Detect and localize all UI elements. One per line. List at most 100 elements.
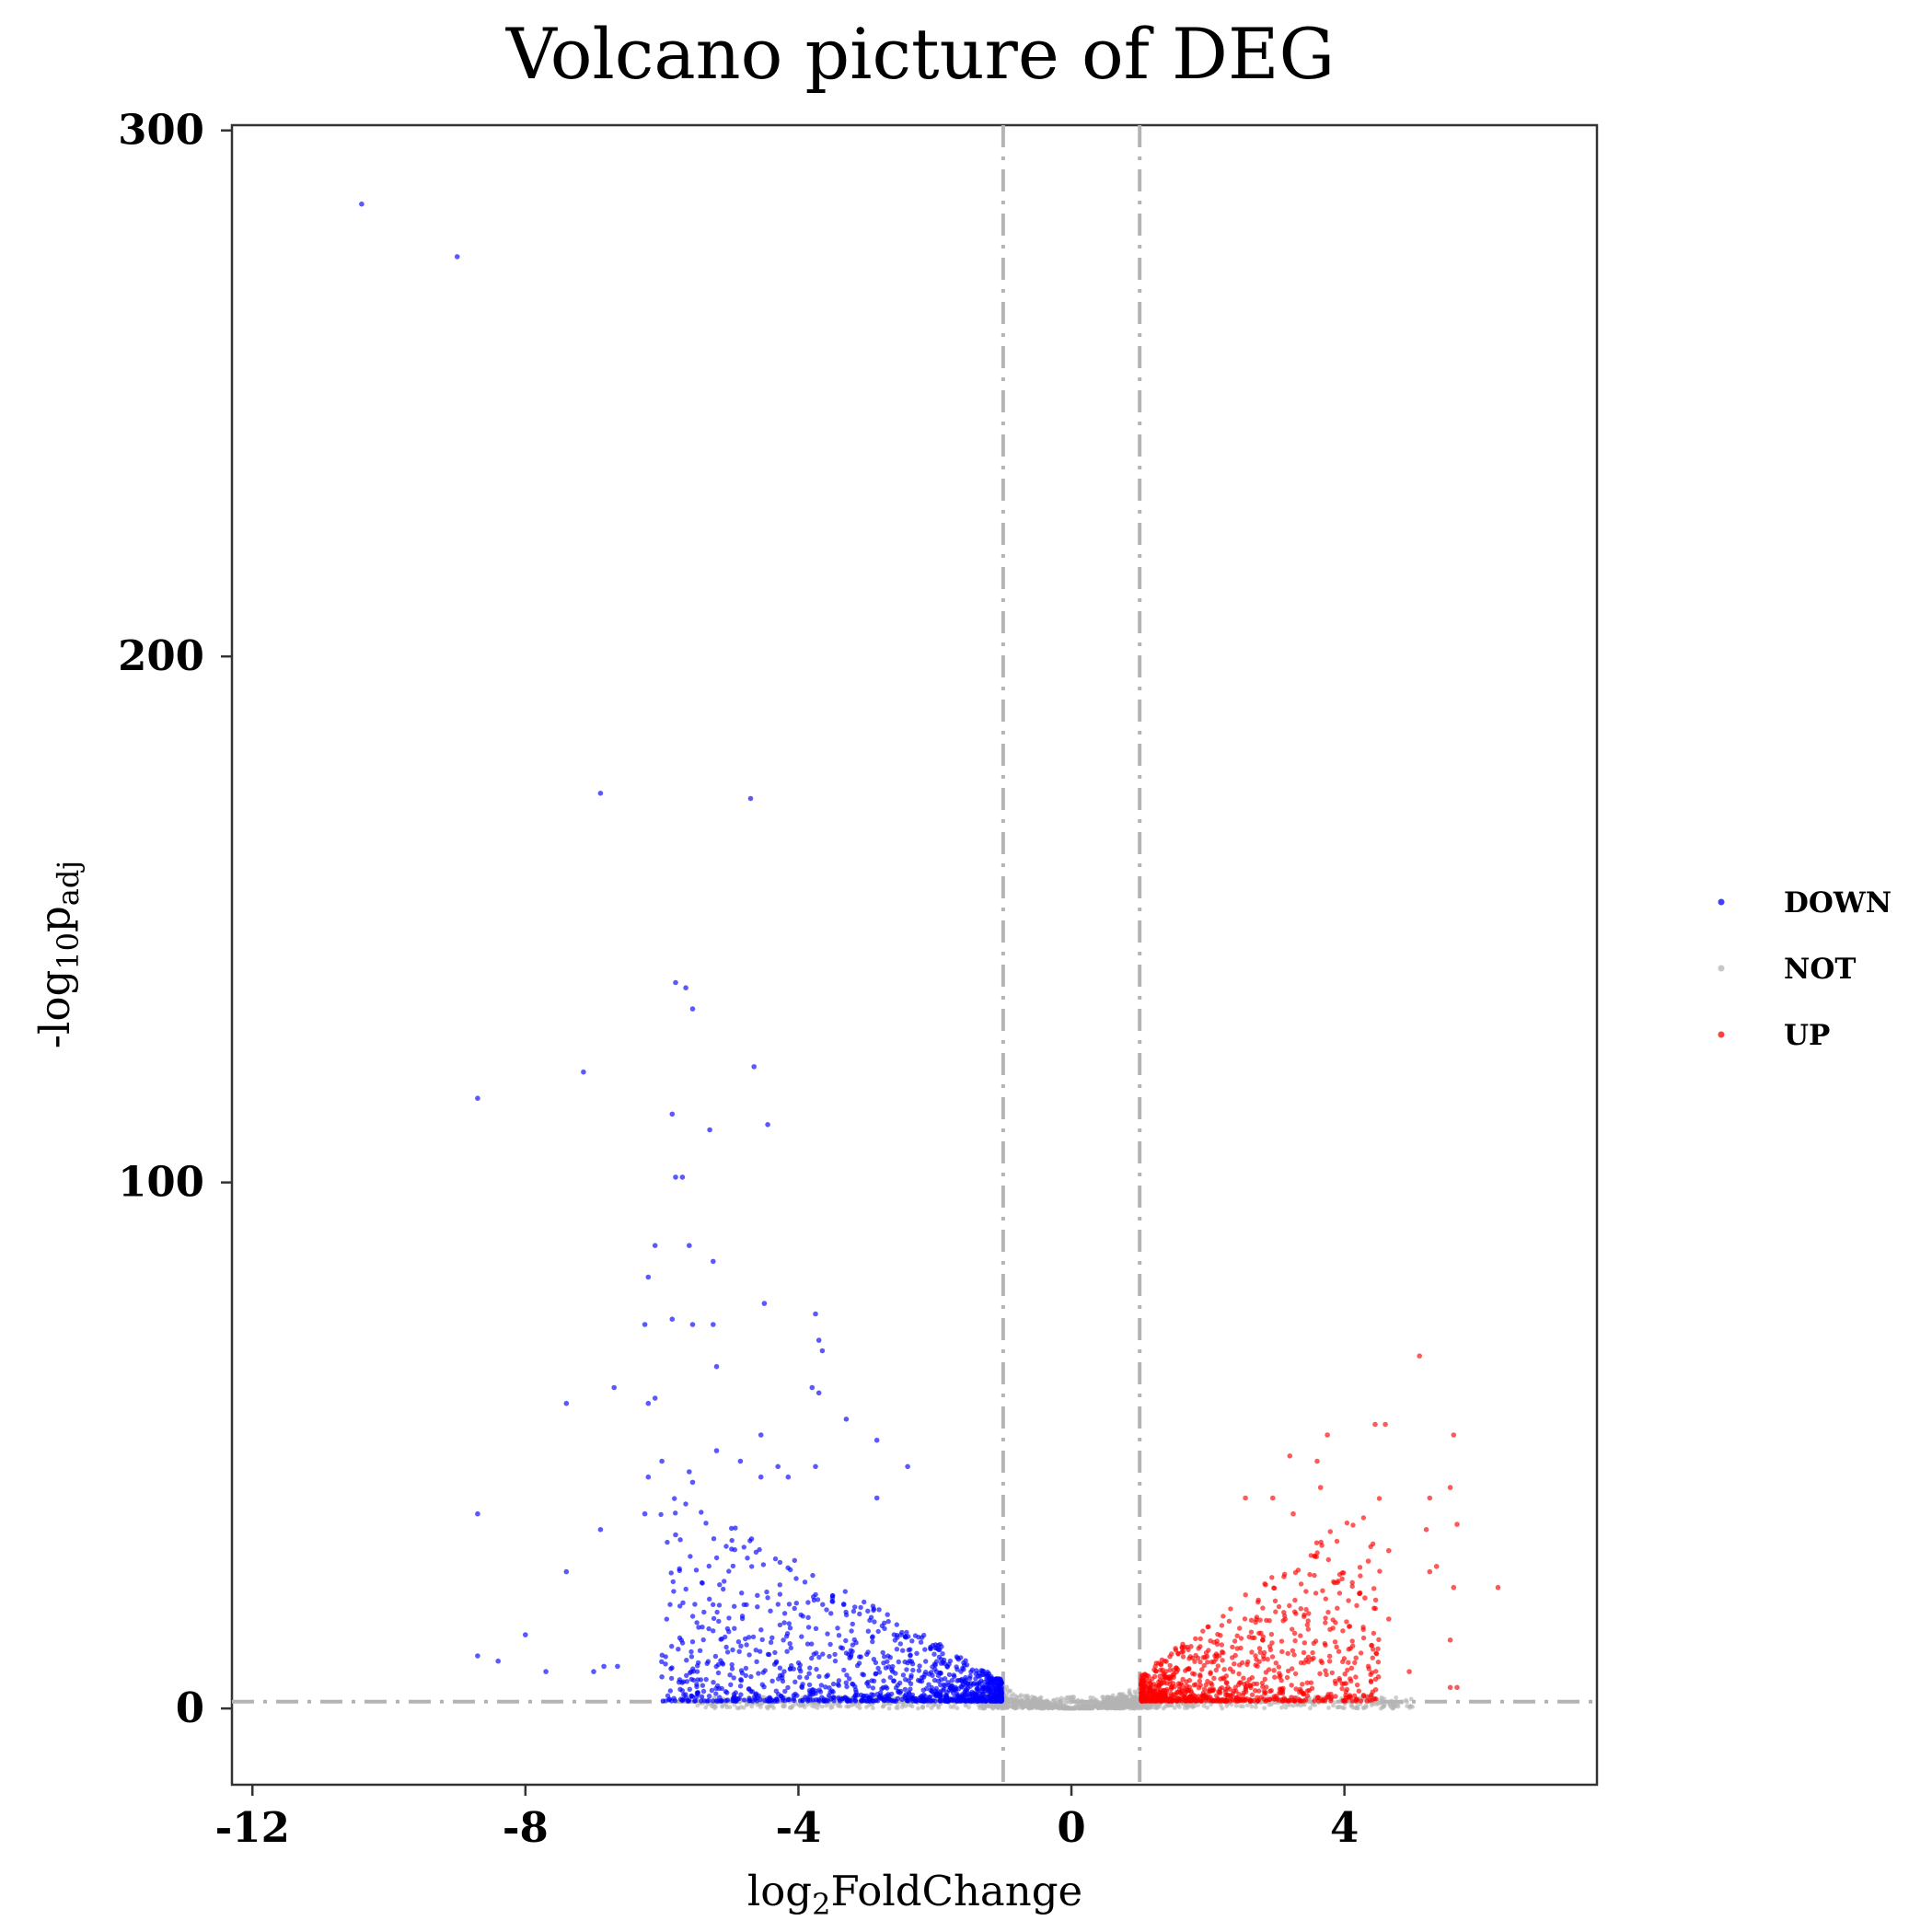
down-point bbox=[843, 1417, 850, 1422]
up-point bbox=[1333, 1681, 1338, 1686]
up-point bbox=[1184, 1679, 1189, 1684]
up-point bbox=[1227, 1698, 1233, 1704]
not-point bbox=[925, 1703, 931, 1708]
down-point bbox=[741, 1697, 747, 1703]
up-point bbox=[1350, 1522, 1356, 1528]
down-point bbox=[711, 1680, 716, 1685]
up-point bbox=[1447, 1637, 1453, 1643]
up-point bbox=[1203, 1682, 1209, 1688]
down-point bbox=[768, 1608, 773, 1614]
down-point bbox=[949, 1678, 955, 1683]
down-point bbox=[703, 1676, 709, 1683]
down-point bbox=[668, 1666, 674, 1672]
not-point bbox=[1100, 1695, 1105, 1700]
up-point bbox=[1282, 1613, 1288, 1619]
up-point bbox=[1256, 1646, 1263, 1651]
down-point bbox=[961, 1667, 966, 1672]
down-point bbox=[769, 1678, 775, 1684]
down-point bbox=[743, 1665, 749, 1672]
up-point bbox=[1200, 1628, 1206, 1634]
down-point bbox=[941, 1682, 947, 1688]
down-point bbox=[741, 1602, 746, 1608]
down-point bbox=[688, 1554, 693, 1559]
down-point bbox=[765, 1595, 770, 1601]
up-point bbox=[1353, 1655, 1359, 1660]
down-point bbox=[810, 1572, 816, 1579]
up-point bbox=[1382, 1421, 1388, 1428]
down-point bbox=[701, 1609, 707, 1615]
up-point bbox=[1207, 1686, 1213, 1693]
down-point bbox=[908, 1696, 915, 1702]
not-point bbox=[908, 1703, 914, 1708]
threshold-lines bbox=[232, 125, 1597, 1785]
down-point bbox=[735, 1639, 742, 1645]
down-point bbox=[859, 1698, 864, 1704]
up-point bbox=[1358, 1698, 1364, 1704]
down-point bbox=[799, 1683, 804, 1690]
down-point bbox=[891, 1678, 897, 1684]
up-point bbox=[1298, 1606, 1304, 1612]
not-point bbox=[1283, 1705, 1289, 1710]
down-point bbox=[813, 1311, 818, 1317]
down-point bbox=[945, 1698, 951, 1704]
down-point bbox=[835, 1625, 840, 1631]
up-point bbox=[1232, 1661, 1237, 1667]
up-point bbox=[1273, 1660, 1279, 1666]
up-point bbox=[1307, 1571, 1313, 1578]
up-point bbox=[1365, 1558, 1371, 1564]
down-point bbox=[951, 1697, 956, 1703]
up-point bbox=[1296, 1696, 1302, 1703]
not-point bbox=[931, 1703, 936, 1708]
down-point bbox=[852, 1604, 858, 1610]
up-point bbox=[1162, 1696, 1168, 1702]
not-point bbox=[1408, 1696, 1414, 1702]
down-point bbox=[938, 1670, 943, 1676]
not-point bbox=[1129, 1702, 1135, 1707]
up-point bbox=[1259, 1680, 1266, 1686]
down-point bbox=[944, 1663, 950, 1670]
up-point bbox=[1358, 1650, 1364, 1656]
not-point bbox=[1196, 1703, 1201, 1707]
up-point bbox=[1213, 1698, 1219, 1704]
down-point bbox=[903, 1677, 908, 1683]
not-point bbox=[819, 1704, 825, 1709]
down-point bbox=[883, 1684, 888, 1690]
down-point bbox=[828, 1611, 834, 1616]
up-point bbox=[1352, 1660, 1358, 1666]
down-point bbox=[709, 1687, 715, 1694]
down-point bbox=[805, 1625, 812, 1630]
not-point bbox=[1080, 1698, 1084, 1704]
down-point bbox=[694, 1620, 700, 1625]
not-point bbox=[1125, 1695, 1130, 1700]
not-point bbox=[1389, 1698, 1394, 1704]
up-point bbox=[1253, 1688, 1258, 1694]
down-point bbox=[940, 1651, 945, 1657]
not-point bbox=[1294, 1702, 1300, 1707]
down-point bbox=[700, 1688, 707, 1695]
not-point bbox=[936, 1704, 941, 1709]
down-point bbox=[711, 1615, 717, 1622]
down-point bbox=[873, 1660, 879, 1666]
down-point bbox=[902, 1659, 908, 1665]
down-point bbox=[904, 1667, 909, 1672]
down-point bbox=[597, 1527, 604, 1533]
down-point bbox=[766, 1698, 771, 1704]
not-point bbox=[1075, 1697, 1081, 1703]
down-point bbox=[809, 1384, 816, 1391]
down-point bbox=[938, 1660, 944, 1666]
down-point bbox=[523, 1632, 528, 1637]
down-point bbox=[806, 1671, 812, 1676]
up-point bbox=[1319, 1543, 1325, 1548]
up-point bbox=[1370, 1689, 1376, 1695]
down-point bbox=[772, 1649, 778, 1656]
up-point bbox=[1260, 1683, 1266, 1690]
up-point bbox=[1333, 1620, 1338, 1625]
up-point bbox=[1291, 1609, 1298, 1614]
chart-title: Volcano picture of DEG bbox=[505, 13, 1335, 95]
down-point bbox=[749, 1564, 755, 1569]
not-point bbox=[703, 1705, 709, 1710]
up-point bbox=[1201, 1662, 1207, 1669]
down-point bbox=[759, 1682, 765, 1687]
down-point bbox=[893, 1671, 898, 1676]
down-point bbox=[811, 1651, 816, 1657]
